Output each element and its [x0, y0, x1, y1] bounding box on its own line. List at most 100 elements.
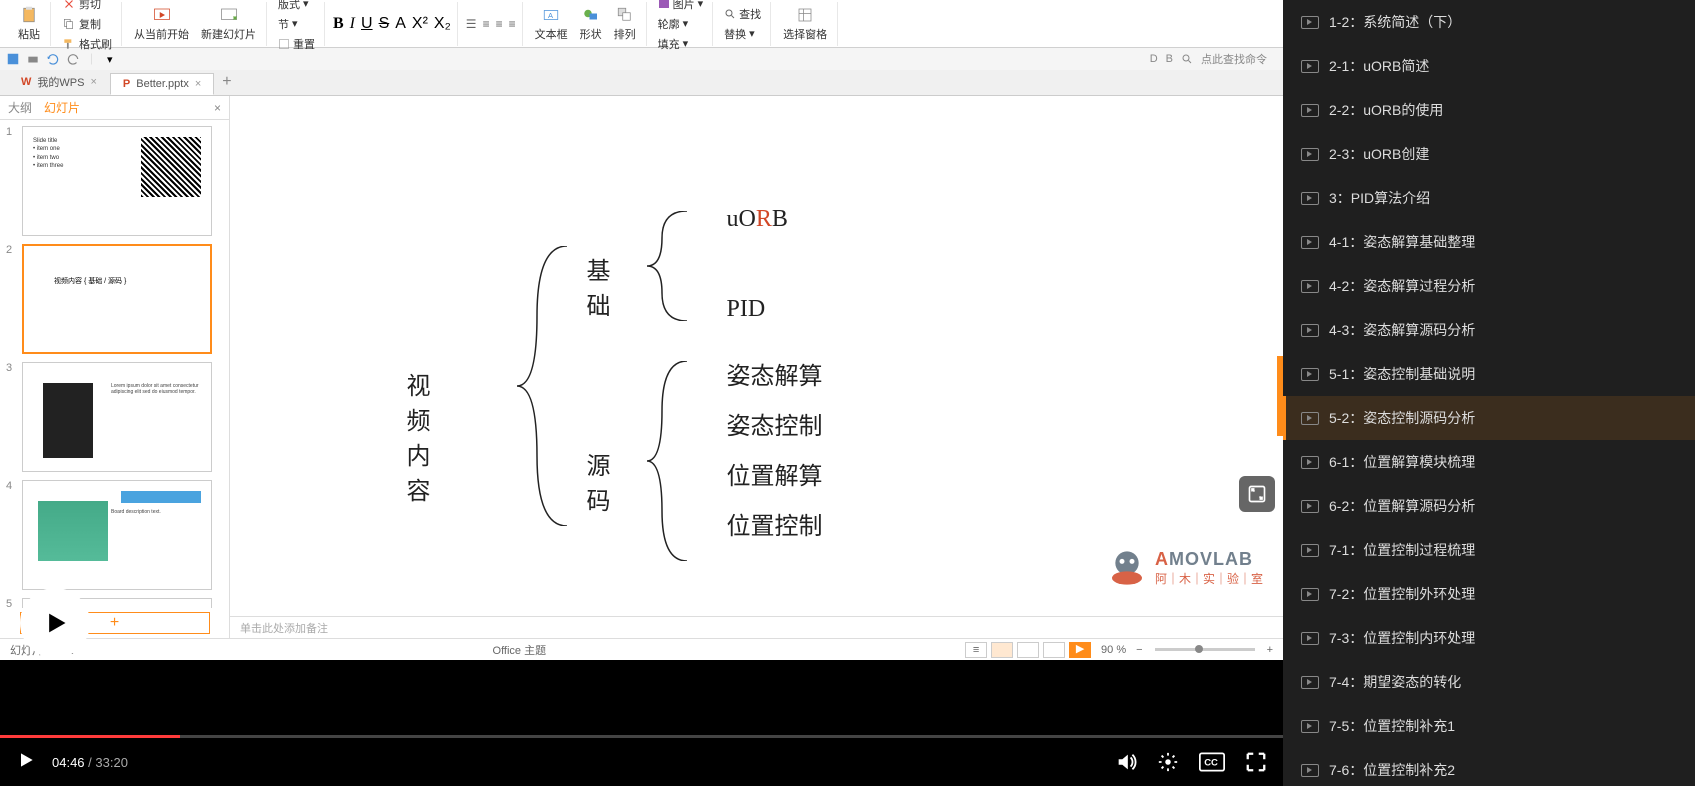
- playlist-item-label: 5-2：姿态控制源码分析: [1329, 408, 1475, 428]
- slides-tab[interactable]: 幻灯片: [44, 99, 80, 116]
- zoom-slider[interactable]: [1155, 648, 1255, 651]
- playlist-item[interactable]: 2-3：uORB创建: [1283, 132, 1695, 176]
- textbox-button[interactable]: A 文本框: [531, 4, 572, 44]
- slide-thumb-1[interactable]: Slide title• item one• item two• item th…: [22, 126, 212, 236]
- video-progress-bar[interactable]: [0, 735, 1283, 738]
- settings-icon[interactable]: [1157, 751, 1179, 773]
- playlist-item[interactable]: 5-1：姿态控制基础说明: [1283, 352, 1695, 396]
- underline-button[interactable]: U: [361, 15, 373, 33]
- view-notes-button[interactable]: ≡: [965, 642, 987, 658]
- align-left-button[interactable]: ≡: [496, 17, 503, 31]
- numbering-button[interactable]: ≡: [483, 17, 490, 31]
- expand-button[interactable]: [1239, 476, 1275, 512]
- svg-text:A: A: [548, 11, 553, 20]
- zoom-out-button[interactable]: −: [1136, 644, 1142, 656]
- diagram-leaf-2: PID: [727, 296, 766, 323]
- playlist-item-label: 7-5：位置控制补充1: [1329, 716, 1455, 736]
- print-icon[interactable]: [26, 52, 40, 66]
- playlist-item[interactable]: 3：PID算法介绍: [1283, 176, 1695, 220]
- fill-button[interactable]: 填充 ▾: [655, 35, 692, 53]
- new-slide-button[interactable]: 新建幻灯片: [197, 4, 260, 44]
- playlist-item[interactable]: 4-3：姿态解算源码分析: [1283, 308, 1695, 352]
- video-icon: [1301, 720, 1319, 733]
- ribbon-toolbar: 粘贴 剪切 复制 格式刷 从当前开始 新建幻灯片: [0, 0, 1283, 48]
- close-icon[interactable]: ×: [90, 76, 96, 88]
- volume-icon[interactable]: [1115, 751, 1137, 773]
- slide-page[interactable]: 视频内容 基础 uORB: [287, 96, 1227, 616]
- search-letter-b[interactable]: B: [1166, 53, 1173, 65]
- video-icon: [1301, 588, 1319, 601]
- replace-button[interactable]: 替换 ▾: [721, 25, 758, 43]
- video-icon: [1301, 324, 1319, 337]
- outline-button[interactable]: 轮廓 ▾: [655, 15, 692, 33]
- view-reading-button[interactable]: [1043, 642, 1065, 658]
- layout-button[interactable]: 版式 ▾: [275, 0, 312, 13]
- select-pane-button[interactable]: 选择窗格: [779, 4, 831, 44]
- playlist-item[interactable]: 7-2：位置控制外环处理: [1283, 572, 1695, 616]
- font-color-button[interactable]: A: [395, 15, 406, 33]
- search-letter-d[interactable]: D: [1150, 53, 1158, 65]
- superscript-button[interactable]: X²: [412, 15, 428, 33]
- add-tab-button[interactable]: +: [214, 69, 239, 95]
- slide-thumb-4[interactable]: Board description text.: [22, 480, 212, 590]
- video-play-button[interactable]: [16, 750, 36, 775]
- copy-button[interactable]: 复制: [59, 15, 104, 33]
- playlist-item[interactable]: 1-2：系统简述（下）: [1283, 0, 1695, 44]
- playlist-item[interactable]: 7-3：位置控制内环处理: [1283, 616, 1695, 660]
- panel-close-icon[interactable]: ×: [214, 101, 221, 115]
- picture-button[interactable]: 图片 ▾: [655, 0, 707, 13]
- redo-icon[interactable]: [66, 52, 80, 66]
- subscript-button[interactable]: X₂: [434, 15, 451, 33]
- find-button[interactable]: 查找: [721, 5, 764, 23]
- playlist-item-label: 4-1：姿态解算基础整理: [1329, 232, 1475, 252]
- tab-my-wps[interactable]: W 我的WPS ×: [8, 69, 110, 95]
- tab-file[interactable]: P Better.pptx ×: [110, 73, 214, 95]
- arrange-button[interactable]: 排列: [610, 4, 640, 44]
- playlist-item[interactable]: 7-5：位置控制补充1: [1283, 704, 1695, 748]
- captions-icon[interactable]: CC: [1199, 752, 1225, 772]
- section-button[interactable]: 节 ▾: [275, 15, 301, 33]
- playlist-item[interactable]: 4-2：姿态解算过程分析: [1283, 264, 1695, 308]
- slide-thumb-3[interactable]: Lorem ipsum dolor sit amet consectetur a…: [22, 362, 212, 472]
- playlist-item[interactable]: 7-1：位置控制过程梳理: [1283, 528, 1695, 572]
- video-icon: [1301, 632, 1319, 645]
- format-painter-button[interactable]: 格式刷: [59, 35, 115, 53]
- video-play-overlay-button[interactable]: [20, 588, 90, 658]
- undo-icon[interactable]: [46, 52, 60, 66]
- playlist-item[interactable]: 7-6：位置控制补充2: [1283, 748, 1695, 786]
- playlist-item[interactable]: 2-1：uORB简述: [1283, 44, 1695, 88]
- playlist-sidebar[interactable]: 1-2：系统简述（下）2-1：uORB简述2-2：uORB的使用2-3：uORB…: [1283, 0, 1695, 786]
- notes-area[interactable]: 单击此处添加备注: [230, 616, 1283, 638]
- playlist-item[interactable]: 6-1：位置解算模块梳理: [1283, 440, 1695, 484]
- close-icon[interactable]: ×: [195, 78, 201, 90]
- bold-button[interactable]: B: [333, 15, 344, 33]
- playlist-item[interactable]: 6-2：位置解算源码分析: [1283, 484, 1695, 528]
- view-normal-button[interactable]: [991, 642, 1013, 658]
- side-handle[interactable]: [1277, 356, 1283, 436]
- video-icon: [1301, 104, 1319, 117]
- playlist-item[interactable]: 7-4：期望姿态的转化: [1283, 660, 1695, 704]
- playlist-item[interactable]: 2-2：uORB的使用: [1283, 88, 1695, 132]
- italic-button[interactable]: I: [350, 15, 355, 33]
- fullscreen-icon[interactable]: [1245, 751, 1267, 773]
- strike-button[interactable]: S: [379, 15, 390, 33]
- search-placeholder[interactable]: 点此查找命令: [1201, 51, 1267, 67]
- bullets-button[interactable]: ☰: [466, 17, 477, 31]
- from-current-button[interactable]: 从当前开始: [130, 4, 193, 44]
- zoom-in-button[interactable]: +: [1267, 644, 1273, 656]
- save-icon[interactable]: [6, 52, 20, 66]
- outline-tab[interactable]: 大纲: [8, 99, 32, 116]
- watermark-logo-icon: [1107, 548, 1147, 588]
- slideshow-button[interactable]: ▶: [1069, 642, 1091, 658]
- shapes-button[interactable]: 形状: [576, 4, 606, 44]
- paste-button[interactable]: 粘贴: [14, 4, 44, 44]
- search-icon[interactable]: [1181, 53, 1193, 65]
- video-icon: [1301, 764, 1319, 777]
- reset-button[interactable]: 重置: [275, 35, 318, 53]
- cut-button[interactable]: 剪切: [59, 0, 104, 13]
- align-center-button[interactable]: ≡: [509, 17, 516, 31]
- slide-thumb-2[interactable]: 视频内容 { 基础 / 源码 }: [22, 244, 212, 354]
- playlist-item[interactable]: 4-1：姿态解算基础整理: [1283, 220, 1695, 264]
- view-sorter-button[interactable]: [1017, 642, 1039, 658]
- playlist-item[interactable]: 5-2：姿态控制源码分析: [1283, 396, 1695, 440]
